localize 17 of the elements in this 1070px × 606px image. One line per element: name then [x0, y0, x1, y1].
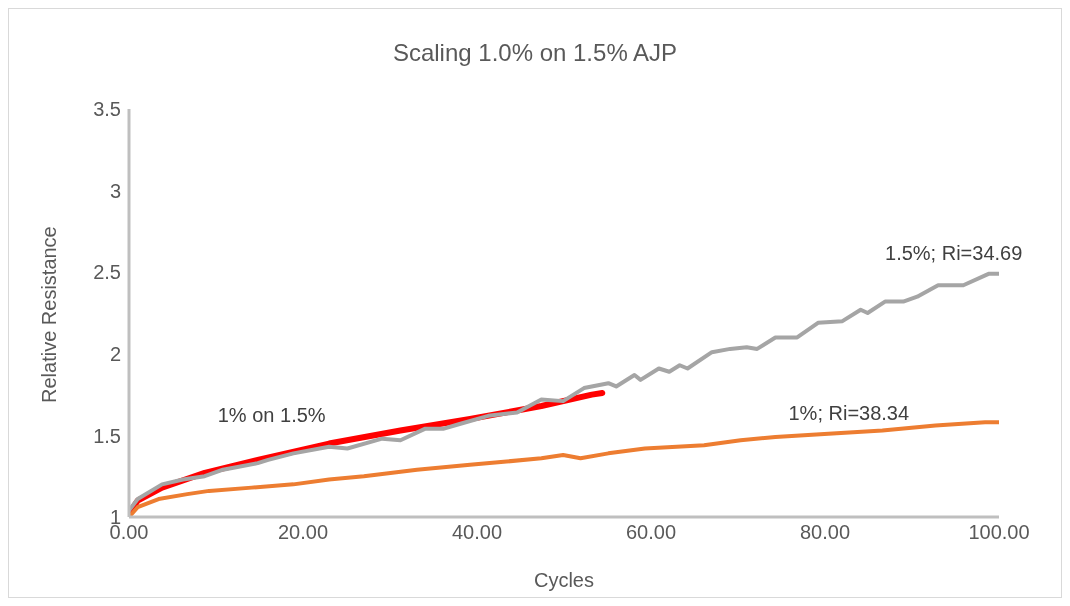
x-tick-label: 60.00 — [625, 521, 677, 544]
y-tick-label: 2 — [109, 342, 121, 365]
x-tick-label: 100.00 — [968, 521, 1030, 544]
series-label: 1%; Ri=38.34 — [788, 401, 910, 424]
x-tick-label: 20.00 — [277, 521, 329, 544]
series-label: 1% on 1.5% — [217, 403, 326, 426]
x-tick-label: 40.00 — [451, 521, 503, 544]
y-tick-label: 2.5 — [93, 261, 121, 284]
line-series — [129, 271, 999, 513]
series-label: 1.5%; Ri=34.69 — [885, 241, 1023, 264]
y-axis-title: Relative Resistance — [38, 226, 61, 403]
y-tick-label: 1.5 — [93, 424, 121, 447]
x-tick-label: 80.00 — [799, 521, 851, 544]
y-tick-label: 3.5 — [93, 98, 121, 121]
chart-title: Scaling 1.0% on 1.5% AJP — [391, 38, 679, 68]
y-tick-label: 3 — [109, 179, 121, 202]
x-axis-title: Cycles — [533, 569, 595, 591]
